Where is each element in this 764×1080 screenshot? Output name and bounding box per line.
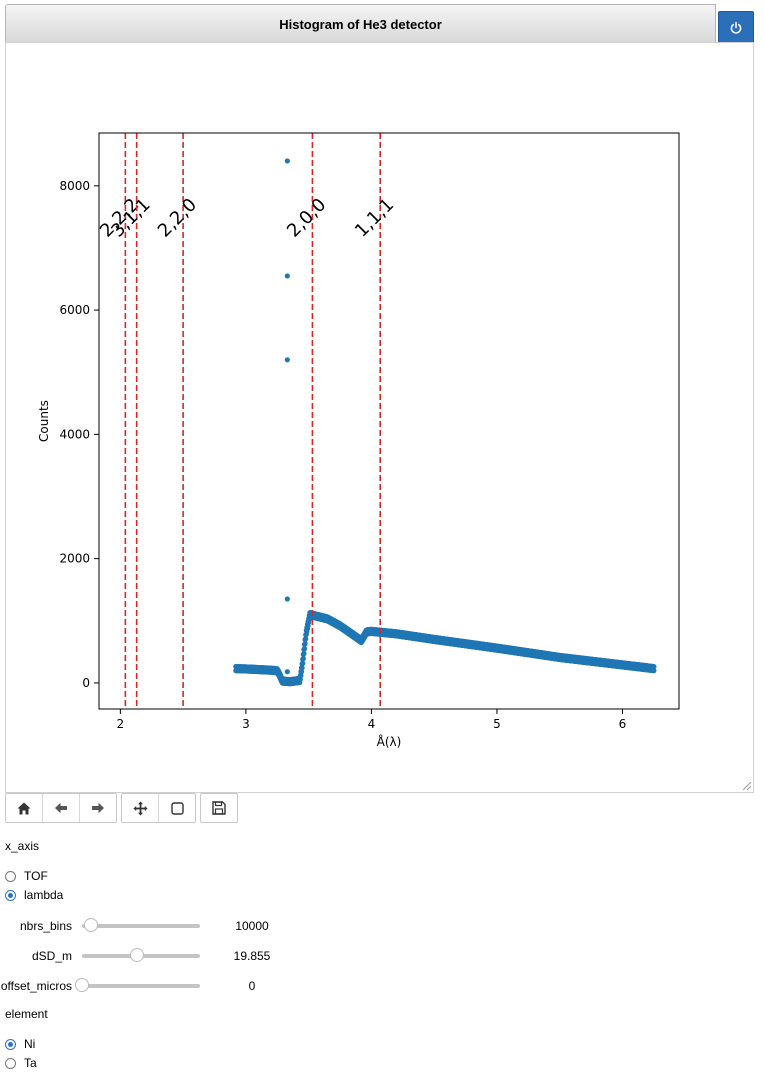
data-point	[651, 668, 657, 674]
radio-button-tof[interactable]	[5, 870, 16, 882]
data-point	[651, 664, 657, 670]
slider-value-dsd-m[interactable]: 19.855	[233, 949, 271, 963]
radio-button-ni[interactable]	[5, 1038, 16, 1050]
radio-ta[interactable]: Ta	[5, 1056, 37, 1070]
x-tick-label: 6	[619, 717, 627, 731]
back-arrow-icon	[55, 802, 67, 814]
pan-button[interactable]	[122, 794, 159, 822]
histogram-chart: 2,2,23,1,1 2,2,0 2,0,0 1,1,12 3 4 5 60200040006…	[37, 132, 680, 749]
x-axis-label: Å(λ)	[377, 734, 402, 749]
radio-ni[interactable]: Ni	[5, 1037, 35, 1051]
data-point	[300, 655, 306, 662]
slider-nbrs-bins: nbrs_bins 10000	[0, 916, 269, 936]
outlier-point	[284, 669, 290, 675]
data-point	[303, 636, 309, 642]
plot-toolbar	[5, 793, 242, 823]
home-button[interactable]	[6, 794, 43, 822]
data-point	[300, 660, 306, 666]
slider-track-nbrs-bins[interactable]	[82, 918, 200, 932]
outlier-point	[284, 596, 290, 602]
title-bar: Histogram of He3 detector	[5, 4, 716, 44]
y-axis-label: Counts	[37, 400, 51, 442]
slider-value-nbrs-bins[interactable]: 10000	[235, 919, 269, 933]
slider-label-offset-micros: offset_micros	[0, 979, 72, 993]
x-tick-label: 2	[117, 717, 125, 731]
data-point	[302, 641, 308, 647]
forward-button[interactable]	[80, 794, 116, 822]
slider-thumb-offset-micros[interactable]	[75, 978, 89, 992]
radio-label-ta: Ta	[24, 1056, 37, 1070]
app-title: Histogram of He3 detector	[279, 16, 442, 32]
y-tick-label: 2000	[59, 552, 90, 566]
radio-lambda[interactable]: lambda	[5, 888, 63, 902]
slider-track-offset-micros[interactable]	[75, 978, 200, 992]
radio-label-ni: Ni	[24, 1037, 36, 1051]
x-tick-label: 5	[493, 717, 501, 731]
slider-label-dsd-m: dSD_m	[31, 949, 72, 963]
y-tick-label: 4000	[59, 427, 90, 441]
slider-track-dsd-m[interactable]	[82, 948, 200, 962]
back-button[interactable]	[43, 794, 80, 822]
slider-thumb-nbrs-bins[interactable]	[84, 918, 99, 932]
radio-tof[interactable]: TOF	[5, 869, 48, 883]
data-band	[233, 610, 657, 687]
save-button[interactable]	[201, 794, 237, 822]
data-point	[301, 650, 307, 657]
element-label: element	[5, 1007, 48, 1021]
x-tick-label: 4	[368, 717, 376, 731]
pan-move-icon	[133, 801, 147, 815]
radio-button-ta[interactable]	[5, 1057, 16, 1069]
forward-arrow-icon	[92, 802, 104, 814]
y-tick-label: 0	[82, 676, 90, 690]
slider-thumb-dsd-m[interactable]	[130, 948, 145, 962]
data-point	[297, 676, 303, 682]
outlier-point	[284, 158, 290, 164]
data-point	[299, 665, 305, 671]
x-axis-label: x_axis	[5, 839, 40, 853]
data-point	[301, 645, 308, 652]
outlier-point	[284, 357, 290, 363]
save-button-group	[200, 793, 238, 823]
radio-label-tof: TOF	[24, 869, 48, 883]
x-tick-label: 3	[242, 717, 250, 731]
data-point	[298, 669, 305, 675]
tool-button-group	[121, 793, 196, 823]
data-point	[298, 672, 304, 679]
y-tick-label: 8000	[59, 179, 90, 193]
power-icon	[730, 21, 742, 34]
outlier-point	[284, 273, 290, 279]
plot-area	[99, 133, 679, 709]
home-icon	[17, 802, 31, 814]
slider-dsd-m: dSD_m 19.855	[0, 946, 270, 966]
nav-button-group	[5, 793, 117, 823]
radio-button-lambda[interactable]	[5, 889, 16, 901]
resize-grip-icon[interactable]	[743, 782, 751, 790]
zoom-rect-button[interactable]	[159, 794, 195, 822]
zoom-rectangle-icon	[170, 801, 184, 815]
y-tick-label: 6000	[59, 303, 90, 317]
radio-label-lambda: lambda	[24, 888, 64, 902]
slider-value-offset-micros[interactable]: 0	[248, 979, 256, 993]
slider-offset-micros: offset_micros 0	[0, 976, 255, 996]
save-disk-icon	[212, 801, 226, 815]
slider-label-nbrs-bins: nbrs_bins	[19, 919, 72, 933]
plot-frame	[98, 132, 680, 710]
